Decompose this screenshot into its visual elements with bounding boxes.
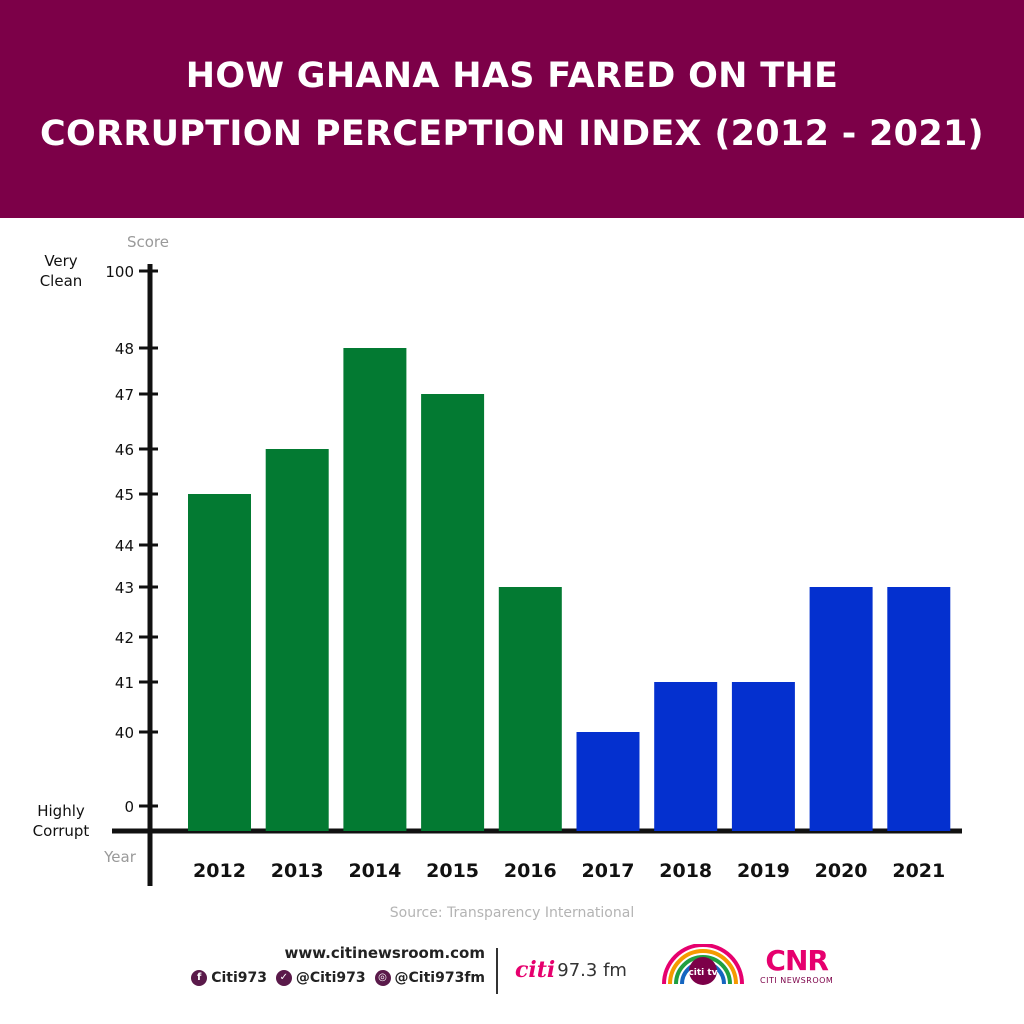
svg-text:citi tv: citi tv [688, 968, 717, 978]
highly-corrupt-label-line-2: Corrupt [33, 822, 90, 840]
y-tick-label: 45 [115, 486, 134, 504]
x-tick-label: 2019 [737, 860, 790, 882]
y-tick-label: 0 [124, 798, 134, 816]
bar-2013 [265, 449, 329, 831]
x-axis-title: Year [103, 848, 137, 866]
y-tick-label: 46 [115, 441, 134, 459]
x-tick-label: 2013 [271, 860, 324, 882]
facebook-icon: f [191, 970, 208, 986]
bar-2021 [887, 587, 951, 831]
footer-contacts: www.citinewsroom.com f Citi973 ✓ @Citi973 … [155, 944, 485, 986]
instagram-icon: ◎ [374, 970, 391, 986]
bar-2012 [188, 494, 251, 831]
x-tick-label: 2021 [892, 860, 945, 882]
bar-2018 [654, 682, 718, 831]
x-tick-label: 2014 [348, 860, 401, 882]
social-handles: f Citi973 ✓ @Citi973 ◎ @Citi973fm [155, 968, 485, 986]
source-note: Source: Transparency International [389, 905, 635, 921]
very-clean-label-line-2: Clean [40, 272, 83, 290]
bar-chart: 100 48 47 46 45 44 43 42 41 40 0 2012 2013 2014 2015 20… [33, 233, 962, 886]
y-axis-title: Score [127, 233, 169, 251]
x-tick-label: 2020 [815, 860, 868, 882]
y-tick-label: 40 [115, 724, 134, 742]
chart-title-line-1: HOW GHANA HAS FARED ON THE [185, 56, 839, 96]
chart-title-line-2: CORRUPTION PERCEPTION INDEX (2012 - 2021… [40, 114, 984, 154]
bar-2016 [498, 587, 562, 831]
y-tick-label: 42 [115, 629, 134, 647]
footer-divider [496, 948, 498, 994]
twitter-icon: ✓ [275, 970, 292, 986]
bar-2014 [343, 348, 407, 831]
bar-2015 [421, 394, 485, 831]
bar-2017 [576, 732, 640, 831]
x-tick-label: 2018 [659, 860, 712, 882]
very-clean-label-line-1: Very [44, 252, 77, 270]
citi-tv-logo: citi tv [662, 944, 744, 985]
highly-corrupt-label-line-1: Highly [37, 802, 85, 820]
cnr-logo: CNR CITI NEWSROOM [760, 944, 834, 986]
website-link[interactable]: www.citinewsroom.com [284, 944, 485, 962]
y-tick-label: 100 [105, 263, 134, 281]
instagram-handle[interactable]: ◎ @Citi973fm [374, 970, 485, 986]
x-tick-label: 2016 [504, 860, 557, 882]
twitter-handle[interactable]: ✓ @Citi973 [275, 970, 366, 986]
y-tick-label: 48 [115, 340, 134, 358]
title-banner: HOW GHANA HAS FARED ON THE CORRUPTION PE… [0, 0, 1024, 218]
y-tick-label: 44 [115, 537, 134, 555]
y-tick-label: 43 [115, 579, 134, 597]
x-tick-label: 2017 [582, 860, 635, 882]
x-tick-label: 2012 [193, 860, 246, 882]
bar-2019 [731, 682, 795, 831]
bar-2020 [809, 587, 873, 831]
facebook-handle[interactable]: f Citi973 [191, 970, 267, 986]
y-tick-label: 41 [115, 674, 134, 692]
y-tick-label: 47 [115, 386, 134, 404]
citi-fm-logo: citi 97.3 fm [515, 957, 627, 983]
x-tick-label: 2015 [426, 860, 479, 882]
